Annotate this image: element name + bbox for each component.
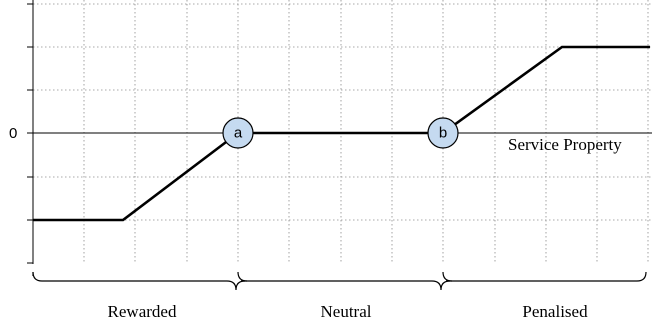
marker-b-label: b (439, 125, 447, 142)
marker-a: a (223, 118, 253, 148)
region-braces (33, 272, 646, 290)
brace-divider-b (443, 272, 452, 281)
marker-a-label: a (234, 125, 243, 142)
penalised-brace (446, 272, 646, 281)
region-label-penalised: Penalised (522, 302, 588, 321)
y-axis-zero-label: 0 (9, 125, 17, 142)
brace-divider-a (238, 272, 247, 281)
neutral-brace (241, 281, 450, 290)
service-property-label: Service Property (508, 135, 622, 154)
rewarded-brace (33, 272, 245, 290)
marker-b: b (428, 118, 458, 148)
region-labels: Rewarded Neutral Penalised (108, 302, 589, 321)
region-label-rewarded: Rewarded (108, 302, 177, 321)
region-label-neutral: Neutral (321, 302, 372, 321)
